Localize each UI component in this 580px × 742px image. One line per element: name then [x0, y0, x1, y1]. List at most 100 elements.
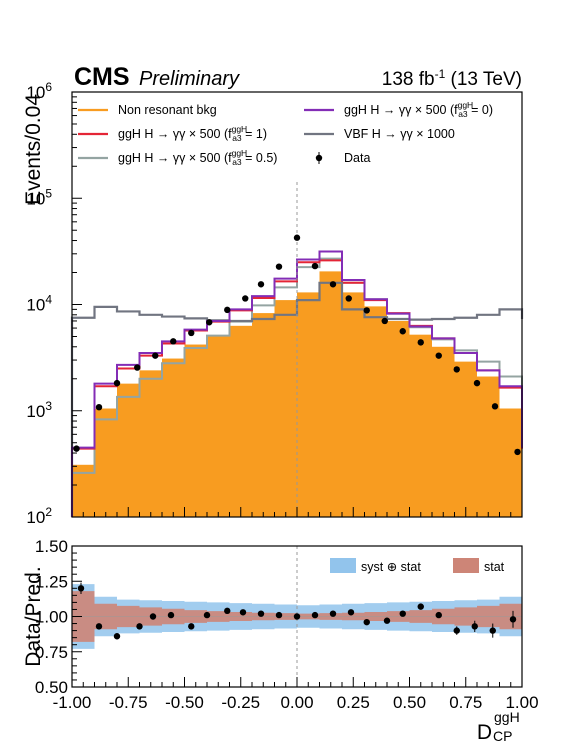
ratio-point [239, 609, 247, 616]
bkg-bar [409, 334, 432, 517]
x-axis-title-subscript: CP [493, 728, 512, 742]
x-tick-label: 0.50 [393, 693, 426, 712]
bkg-bar [207, 335, 230, 517]
data-point [514, 448, 521, 456]
y-tick-label: 1.00 [35, 608, 68, 627]
ratio-point [383, 617, 391, 624]
data-point [206, 319, 213, 326]
x-tick-label: -0.75 [109, 693, 148, 712]
legend-label: Non resonant bkg [118, 103, 217, 117]
ratio-point [509, 616, 517, 623]
x-axis-title: D [477, 721, 492, 742]
energy-value: (13 TeV) [445, 69, 522, 90]
data-point [491, 403, 499, 410]
ratio-point [489, 627, 496, 634]
legend-label-main: VBF H → γγ × 1000 [344, 127, 455, 141]
legend-label-main: Non resonant bkg [118, 103, 217, 117]
bkg-bar [387, 320, 410, 517]
x-tick-label: -0.50 [165, 693, 204, 712]
y-tick-label: 1.50 [35, 537, 68, 556]
legend-label-sub: a3 [232, 133, 242, 143]
data-point [293, 234, 301, 241]
legend-label-tail: = 1) [242, 127, 267, 141]
x-tick-label: 1.00 [505, 693, 538, 712]
y-tick-label: 0.50 [35, 678, 68, 697]
bkg-bar [252, 313, 275, 517]
legend-label: ggH H → γγ × 500 (fggH a3 = 0) [344, 100, 493, 119]
bkg-bar [229, 325, 252, 517]
legend-label-main: Data [344, 151, 370, 165]
ratio-point [453, 627, 460, 634]
ratio-point [113, 633, 121, 640]
bkg-bar [94, 408, 117, 517]
data-point [242, 295, 249, 302]
legend-label: stat [484, 560, 505, 574]
lower-x-axis-ticks: -1.00 -0.75 -0.50 -0.25 0.00 0.25 0.50 0.75 1.00 [53, 677, 539, 712]
ratio-point [167, 611, 175, 619]
ratio-point [347, 609, 355, 616]
legend-label-main: ggH H → γγ × 500 (f [118, 127, 232, 141]
bkg-bar [319, 271, 342, 517]
ratio-point [203, 611, 211, 619]
data-point [473, 379, 481, 387]
data-point [435, 352, 442, 359]
data-point [170, 338, 177, 345]
lumi-value: 138 fb [382, 69, 435, 90]
bkg-bar [342, 292, 365, 517]
y-tick-exponent: 5 [45, 186, 52, 200]
data-point [311, 262, 319, 270]
legend-label-sup: ggH [232, 124, 248, 134]
legend-label: ggH H → γγ × 500 (fggH a3 = 1) [118, 124, 267, 143]
cms-header: CMS Preliminary 138 fb-1 (13 TeV) [74, 63, 522, 91]
legend-label: ggH H → γγ × 500 (fggH a3 = 0.5) [118, 148, 277, 167]
bkg-bar [274, 300, 297, 517]
legend-swatch [453, 558, 479, 573]
bkg-bar [184, 344, 207, 517]
y-tick-label: 103 [26, 399, 52, 421]
bkg-bar [432, 346, 455, 517]
legend-label-sub: a3 [458, 109, 468, 119]
legend-label-tail: = 0) [468, 103, 493, 117]
legend-label-sub: a3 [232, 157, 242, 167]
signal-step-histograms [70, 250, 524, 517]
x-tick-label: 0.25 [337, 693, 370, 712]
ratio-point [293, 613, 301, 620]
y-tick-label: 0.75 [35, 643, 68, 662]
upper-x-axis-ticks [71, 507, 523, 517]
data-point [95, 403, 103, 411]
data-point [275, 263, 283, 270]
lower-y-axis-title: Data/Pred. [22, 566, 45, 666]
ratio-point [257, 610, 265, 617]
legend-label: VBF H → γγ × 1000 [344, 127, 455, 141]
y-tick-label: 104 [26, 293, 52, 315]
legend-label-main: ggH H → γγ × 500 (f [344, 103, 458, 117]
data-point [329, 281, 337, 288]
data-point [134, 364, 141, 371]
data-point [453, 366, 460, 373]
legend-label-tail: = 0.5) [242, 151, 278, 165]
data-points [73, 234, 521, 456]
background-fill-layer [72, 271, 522, 517]
step-line-4 [70, 281, 524, 517]
step-line-3 [71, 250, 523, 517]
data-point [363, 307, 370, 314]
bkg-bar [454, 361, 477, 517]
ratio-point [275, 611, 283, 619]
bkg-bar [499, 408, 522, 517]
data-point [417, 339, 424, 346]
legend-label-sup: ggH [232, 148, 248, 158]
ratio-panel: 0.50 0.75 1.00 1.25 1.50 -1.00 -0.75 -0.50 -0.2… [22, 537, 539, 742]
x-tick-label: -0.25 [221, 693, 260, 712]
ratio-point [435, 611, 442, 619]
luminosity-label: 138 fb-1 (13 TeV) [382, 67, 522, 90]
legend-swatch [330, 558, 356, 573]
legend-label: syst ⊕ stat [361, 560, 421, 574]
upper-legend: Non resonant bkg ggH H → γγ × 500 (fggH a3… [78, 100, 493, 167]
ratio-point [329, 610, 337, 617]
data-point [345, 295, 352, 302]
data-point [73, 445, 80, 452]
y-tick-exponent: 6 [45, 80, 52, 94]
data-point [381, 317, 388, 325]
ratio-point [224, 607, 231, 615]
